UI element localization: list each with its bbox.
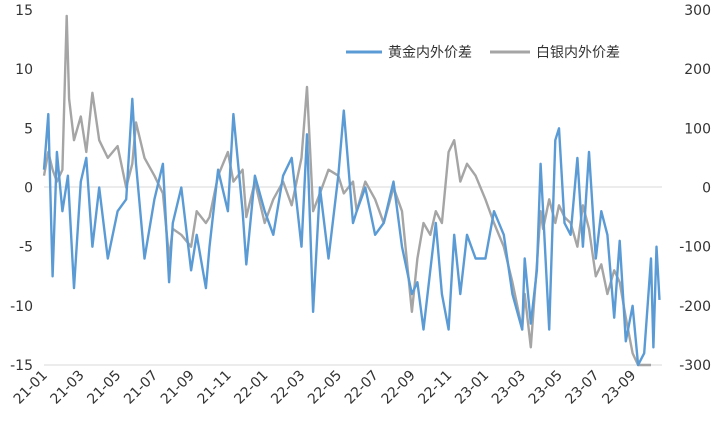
right-tick-label: -300 [679, 358, 711, 374]
series-layer [42, 14, 661, 367]
x-tick-label: 21-09 [158, 368, 198, 408]
left-tick-label: 5 [24, 121, 33, 137]
series-line-0 [42, 97, 661, 367]
left-tick-label: 15 [15, 3, 33, 19]
right-tick-label: 0 [702, 181, 711, 197]
x-tick-label: 23-03 [489, 368, 529, 408]
legend-label-silver: 白银内外价差 [536, 45, 620, 61]
legend: 黄金内外价差 白银内外价差 [346, 44, 620, 61]
left-tick-label: -10 [10, 299, 33, 315]
x-axis-ticks: 21-0121-0321-0521-0721-0921-1122-0122-03… [11, 368, 640, 408]
legend-label-gold: 黄金内外价差 [388, 44, 472, 61]
x-tick-label: 21-03 [48, 368, 88, 408]
left-tick-label: -5 [19, 240, 33, 256]
x-tick-label: 23-09 [599, 368, 639, 408]
x-tick-label: 23-07 [563, 368, 603, 408]
right-tick-label: -100 [679, 240, 711, 256]
right-tick-label: 200 [684, 62, 711, 78]
right-axis-ticks: 300 200 100 0 -100 -200 -300 [679, 3, 711, 374]
left-tick-label: 10 [15, 62, 33, 78]
x-tick-label: 22-03 [268, 368, 308, 408]
x-tick-label: 22-09 [379, 368, 419, 408]
x-tick-label: 23-05 [526, 368, 566, 408]
right-tick-label: -200 [679, 299, 711, 315]
right-tick-label: 100 [684, 121, 711, 137]
x-tick-label: 22-01 [231, 368, 271, 408]
right-tick-label: 300 [684, 3, 711, 19]
x-tick-label: 21-07 [121, 368, 161, 408]
series-line-1 [42, 14, 651, 367]
left-tick-label: 0 [24, 181, 33, 197]
x-tick-label: 22-07 [342, 368, 382, 408]
x-tick-label: 22-11 [415, 368, 455, 408]
x-tick-label: 22-05 [305, 368, 345, 408]
x-tick-label: 23-01 [452, 368, 492, 408]
left-tick-label: -15 [10, 358, 33, 374]
x-tick-label: 21-11 [195, 368, 235, 408]
x-tick-label: 21-05 [84, 368, 124, 408]
left-axis-ticks: 15 10 5 0 -5 -10 -15 [10, 3, 33, 374]
